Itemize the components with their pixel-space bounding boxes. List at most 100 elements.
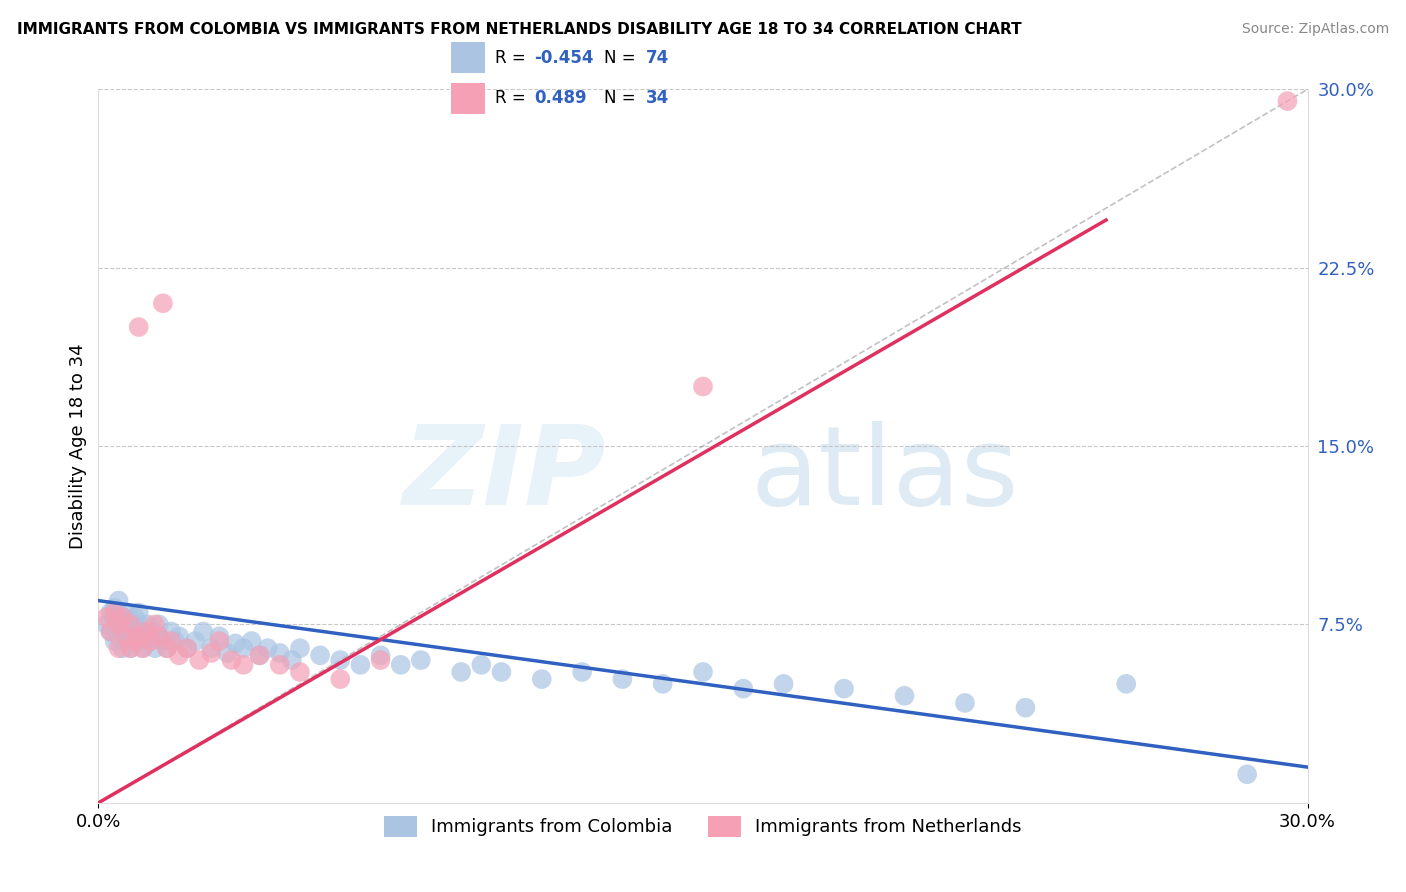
- Point: [156, 641, 179, 656]
- Point: [370, 648, 392, 663]
- Point: [143, 617, 166, 632]
- Point: [111, 624, 134, 639]
- Text: atlas: atlas: [751, 421, 1018, 528]
- Point: [135, 617, 157, 632]
- Point: [176, 641, 198, 656]
- Point: [232, 641, 254, 656]
- Point: [1277, 94, 1299, 108]
- Point: [269, 657, 291, 672]
- Point: [120, 629, 142, 643]
- Text: R =: R =: [495, 89, 536, 107]
- Point: [100, 624, 122, 639]
- Point: [167, 648, 190, 663]
- Point: [96, 610, 118, 624]
- Point: [100, 606, 122, 620]
- Point: [139, 634, 162, 648]
- Point: [167, 629, 190, 643]
- Point: [612, 672, 634, 686]
- Point: [832, 681, 855, 696]
- Point: [249, 648, 271, 663]
- Text: -0.454: -0.454: [534, 49, 593, 67]
- Point: [124, 624, 146, 639]
- Point: [217, 646, 239, 660]
- Text: N =: N =: [605, 89, 641, 107]
- Point: [120, 641, 142, 656]
- Point: [409, 653, 432, 667]
- Point: [1014, 700, 1036, 714]
- Point: [329, 672, 352, 686]
- Point: [692, 379, 714, 393]
- Text: N =: N =: [605, 49, 641, 67]
- Point: [139, 634, 162, 648]
- Point: [132, 641, 155, 656]
- Point: [470, 657, 492, 672]
- Point: [221, 653, 243, 667]
- Bar: [451, 43, 485, 73]
- Point: [208, 634, 231, 648]
- Point: [692, 665, 714, 679]
- Point: [132, 624, 155, 639]
- Point: [148, 629, 170, 643]
- Point: [103, 610, 125, 624]
- Text: R =: R =: [495, 49, 531, 67]
- Point: [128, 617, 150, 632]
- Point: [103, 600, 125, 615]
- Text: Source: ZipAtlas.com: Source: ZipAtlas.com: [1241, 22, 1389, 37]
- Point: [111, 641, 134, 656]
- Point: [148, 629, 170, 643]
- Point: [107, 606, 129, 620]
- Point: [103, 606, 125, 620]
- Point: [128, 629, 150, 643]
- Point: [1115, 677, 1137, 691]
- Point: [128, 634, 150, 648]
- Point: [115, 606, 138, 620]
- Point: [232, 657, 254, 672]
- Point: [107, 617, 129, 632]
- Point: [953, 696, 976, 710]
- Point: [256, 641, 278, 656]
- Point: [132, 641, 155, 656]
- Point: [135, 629, 157, 643]
- Point: [188, 653, 211, 667]
- Point: [107, 593, 129, 607]
- Point: [370, 653, 392, 667]
- Point: [389, 657, 412, 672]
- Point: [139, 624, 162, 639]
- Point: [107, 641, 129, 656]
- Point: [193, 624, 215, 639]
- Point: [111, 610, 134, 624]
- Point: [491, 665, 513, 679]
- Point: [156, 641, 179, 656]
- Point: [249, 648, 271, 663]
- Point: [96, 617, 118, 632]
- Point: [530, 672, 553, 686]
- Point: [176, 641, 198, 656]
- Point: [120, 617, 142, 632]
- Point: [571, 665, 593, 679]
- Legend: Immigrants from Colombia, Immigrants from Netherlands: Immigrants from Colombia, Immigrants fro…: [377, 808, 1029, 844]
- Point: [148, 617, 170, 632]
- Text: ZIP: ZIP: [402, 421, 606, 528]
- Point: [128, 606, 150, 620]
- Point: [124, 634, 146, 648]
- Point: [651, 677, 673, 691]
- Point: [281, 653, 304, 667]
- Point: [100, 624, 122, 639]
- Point: [160, 634, 183, 648]
- Point: [103, 634, 125, 648]
- Point: [120, 641, 142, 656]
- Point: [224, 636, 246, 650]
- Point: [772, 677, 794, 691]
- Point: [152, 296, 174, 310]
- Point: [143, 641, 166, 656]
- Point: [893, 689, 915, 703]
- Point: [107, 617, 129, 632]
- Y-axis label: Disability Age 18 to 34: Disability Age 18 to 34: [69, 343, 87, 549]
- Point: [163, 634, 186, 648]
- Point: [120, 617, 142, 632]
- Point: [115, 617, 138, 632]
- Point: [240, 634, 263, 648]
- Point: [208, 629, 231, 643]
- Point: [200, 641, 222, 656]
- Point: [107, 629, 129, 643]
